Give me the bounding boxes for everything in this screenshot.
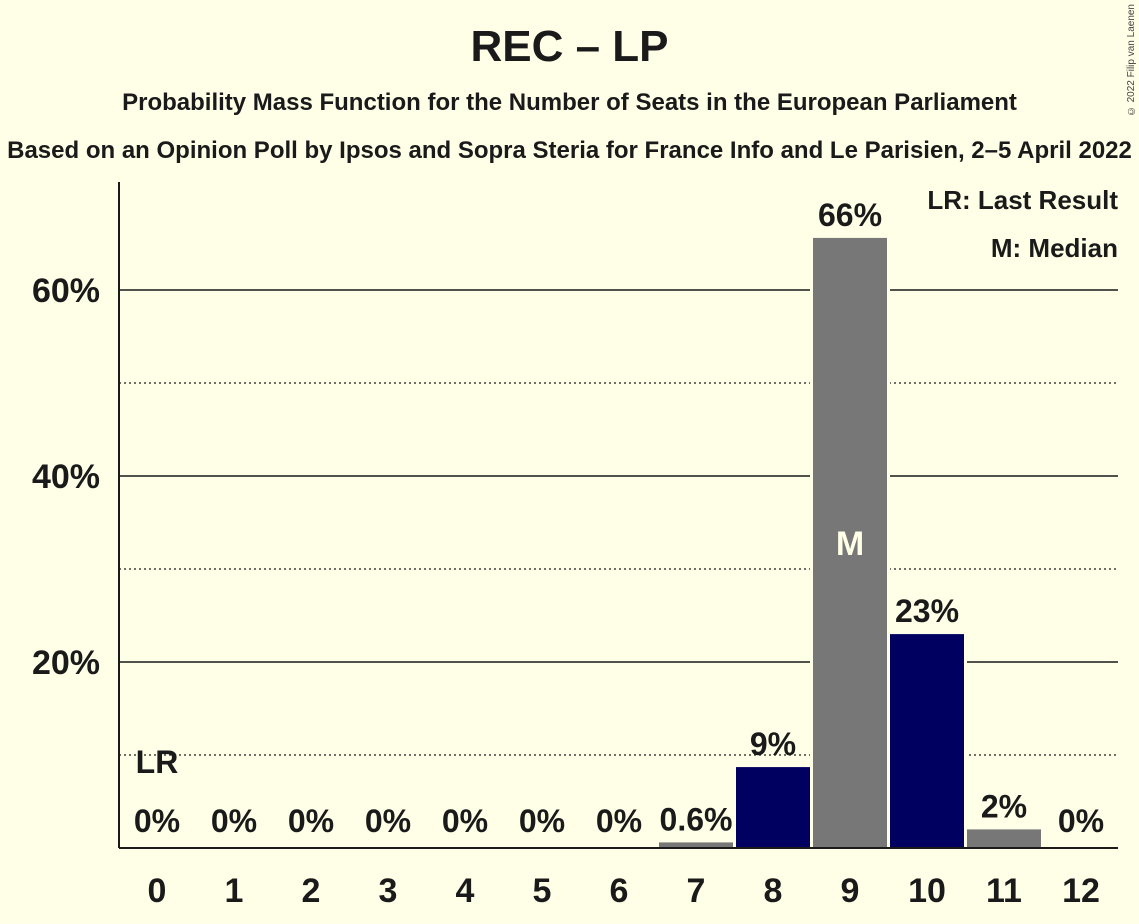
x-tick-label: 7 bbox=[687, 872, 706, 910]
bar-8 bbox=[736, 767, 810, 848]
data-label-4: 0% bbox=[442, 803, 488, 839]
data-label-3: 0% bbox=[365, 803, 411, 839]
data-label-1: 0% bbox=[211, 803, 257, 839]
bar-11 bbox=[967, 829, 1041, 848]
chart-subtitle: Probability Mass Function for the Number… bbox=[122, 89, 1017, 116]
x-tick-label: 8 bbox=[764, 872, 783, 910]
x-tick-label: 12 bbox=[1062, 872, 1100, 910]
y-tick-label: 20% bbox=[32, 644, 100, 682]
median-marker: M bbox=[836, 525, 864, 563]
x-tick-label: 11 bbox=[986, 872, 1022, 910]
data-label-6: 0% bbox=[596, 803, 642, 839]
data-label-2: 0% bbox=[288, 803, 334, 839]
x-tick-label: 9 bbox=[841, 872, 860, 910]
x-tick-label: 1 bbox=[225, 872, 244, 910]
data-labels: 0% 0% 0% 0% 0% 0% 0% 0.6% 9% 66% 23% 2% 0% M LR bbox=[134, 197, 1104, 839]
chart-title: REC – LP bbox=[470, 22, 669, 71]
data-label-7: 0.6% bbox=[660, 801, 733, 837]
bar-7 bbox=[659, 842, 733, 848]
data-label-9: 66% bbox=[818, 197, 882, 233]
data-label-5: 0% bbox=[519, 803, 565, 839]
data-label-0: 0% bbox=[134, 803, 180, 839]
data-label-12: 0% bbox=[1058, 803, 1104, 839]
axes: 20%40%60%0 1 2 3 4 5 6 7 8 9 10 11 12 bbox=[32, 182, 1118, 910]
data-label-11: 2% bbox=[981, 788, 1027, 824]
y-tick-label: 40% bbox=[32, 458, 100, 496]
bar-9 bbox=[813, 237, 887, 849]
last-result-marker: LR bbox=[136, 744, 179, 780]
x-tick-label: 2 bbox=[302, 872, 321, 910]
x-tick-label: 5 bbox=[533, 872, 552, 910]
bar-10 bbox=[890, 634, 964, 848]
x-tick-label: 0 bbox=[148, 872, 167, 910]
x-tick-label: 3 bbox=[379, 872, 398, 910]
data-label-8: 9% bbox=[750, 726, 796, 762]
data-label-10: 23% bbox=[895, 593, 959, 629]
legend-last-result: LR: Last Result bbox=[927, 185, 1118, 215]
grid-lines bbox=[119, 289, 1118, 756]
x-tick-label: 6 bbox=[610, 872, 629, 910]
legend-median: M: Median bbox=[991, 233, 1118, 263]
bars bbox=[656, 234, 1044, 849]
y-tick-label: 60% bbox=[32, 272, 100, 310]
chart-source: Based on an Opinion Poll by Ipsos and So… bbox=[7, 137, 1132, 164]
x-tick-label: 4 bbox=[456, 872, 475, 910]
x-tick-label: 10 bbox=[908, 872, 946, 910]
